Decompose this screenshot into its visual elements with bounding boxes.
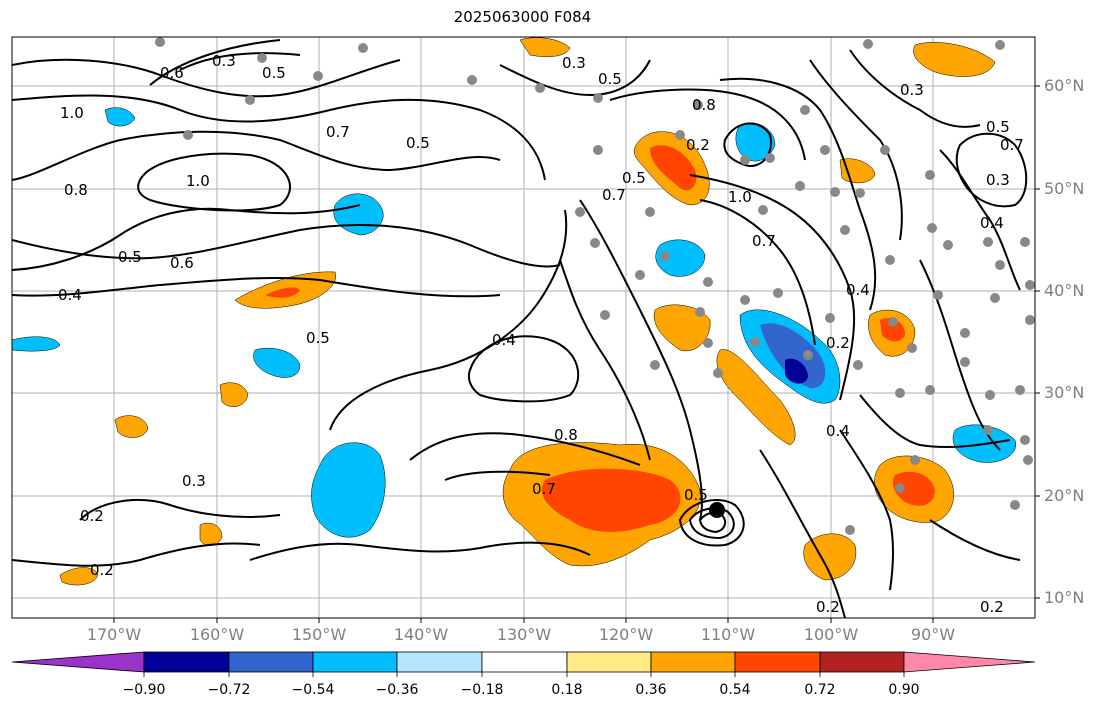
- contour-label: 0.3: [212, 52, 236, 70]
- center-marker: [709, 502, 725, 518]
- colorbar-tick-label: −0.72: [207, 682, 251, 698]
- colorbar-segment: [903, 651, 1036, 673]
- lat-label: 40°N: [1044, 281, 1085, 300]
- warm-anomaly-pacific-core: [541, 468, 681, 532]
- colorbar-tick-label: 0.36: [635, 682, 667, 698]
- colorbar-segment: [734, 651, 821, 673]
- contour-label: 0.3: [900, 81, 924, 99]
- contour-label: 0.5: [118, 248, 142, 266]
- lat-label: 10°N: [1044, 588, 1085, 607]
- contour-label: 0.5: [262, 64, 286, 82]
- lat-label: 20°N: [1044, 486, 1085, 505]
- lon-label: 170°W: [86, 625, 142, 644]
- contour-label: 0.5: [406, 134, 430, 152]
- contour-lines: [12, 39, 1028, 618]
- contour-label: 0.5: [986, 118, 1010, 136]
- contour-label: 0.4: [846, 281, 870, 299]
- contour-label: 0.5: [306, 329, 330, 347]
- lon-label: 110°W: [700, 625, 756, 644]
- station-dots: [155, 37, 1035, 535]
- axis-ticks: [113, 85, 1040, 623]
- cold-anomaly-pacific: [311, 442, 386, 538]
- colorbar-segment: [566, 651, 652, 673]
- contour-label: 0.4: [980, 214, 1004, 232]
- colorbar-segment: [312, 651, 398, 673]
- colorbar-tick-label: 0.54: [719, 682, 751, 698]
- lat-label: 60°N: [1044, 76, 1085, 95]
- contour-label: 0.2: [80, 507, 104, 525]
- lon-label: 90°W: [910, 625, 956, 644]
- contour-label: 0.7: [752, 232, 776, 250]
- contour-label: 0.8: [64, 181, 88, 199]
- colorbar-tick-label: −0.36: [375, 682, 419, 698]
- contour-label: 1.0: [60, 104, 84, 122]
- colorbar-tick-label: 0.18: [551, 682, 583, 698]
- contour-label: 0.5: [684, 486, 708, 504]
- contour-label: 0.7: [602, 186, 626, 204]
- colorbar-segment: [396, 651, 483, 673]
- lon-label: 130°W: [496, 625, 552, 644]
- colorbar: [11, 651, 1036, 677]
- contour-label: 0.3: [182, 472, 206, 490]
- contour-label: 0.2: [686, 136, 710, 154]
- contour-label: 0.7: [532, 480, 556, 498]
- lon-label: 120°W: [598, 625, 654, 644]
- contour-label: 0.4: [492, 331, 516, 349]
- contour-label: 0.5: [622, 169, 646, 187]
- contour-label: 0.7: [326, 123, 350, 141]
- contour-label: 0.5: [598, 70, 622, 88]
- contour-label: 0.3: [562, 54, 586, 72]
- lat-label: 30°N: [1044, 383, 1085, 402]
- contour-label: 0.4: [58, 286, 82, 304]
- colorbar-tick-label: −0.54: [291, 682, 335, 698]
- contour-label: 0.7: [1000, 136, 1024, 154]
- colorbar-tick-label: −0.18: [460, 682, 504, 698]
- contour-label-group: 0.3 0.5 0.3 0.5 0.6 1.0 0.7 0.5 1.0 0.8 …: [58, 52, 1024, 616]
- contour-label: 1.0: [186, 172, 210, 190]
- colorbar-tick-label: −0.90: [122, 682, 166, 698]
- lon-label: 140°W: [393, 625, 449, 644]
- contour-label: 0.2: [980, 598, 1004, 616]
- contour-label: 1.0: [728, 188, 752, 206]
- contour-label: 0.6: [160, 64, 184, 82]
- colorbar-segment: [228, 651, 314, 673]
- colorbar-tick-label: 0.72: [804, 682, 836, 698]
- shaded-regions: [12, 37, 1016, 586]
- colorbar-segment: [819, 651, 905, 673]
- contour-label: 0.4: [826, 422, 850, 440]
- lon-label: 100°W: [803, 625, 859, 644]
- contour-label: 0.8: [692, 96, 716, 114]
- colorbar-tick-label: 0.90: [888, 682, 920, 698]
- contour-label: 0.8: [554, 426, 578, 444]
- contour-label: 0.2: [816, 598, 840, 616]
- lon-label: 150°W: [291, 625, 347, 644]
- lon-label: 160°W: [189, 625, 245, 644]
- contour-label: 0.2: [90, 561, 114, 579]
- colorbar-segment: [481, 651, 568, 673]
- colorbar-segment: [650, 651, 736, 673]
- contour-label: 0.2: [826, 334, 850, 352]
- map-title: 2025063000 F084: [453, 8, 592, 26]
- colorbar-segment: [11, 651, 145, 673]
- contour-label: 0.6: [170, 254, 194, 272]
- colorbar-segment: [143, 651, 230, 673]
- contour-label: 0.3: [986, 171, 1010, 189]
- lat-label: 50°N: [1044, 179, 1085, 198]
